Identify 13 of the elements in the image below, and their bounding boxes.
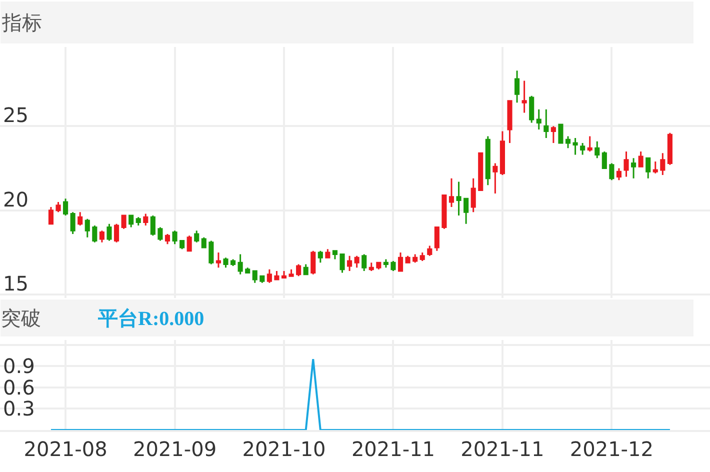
y-tick-label: 0.3 [3, 396, 35, 421]
x-tick-label: 2021-09 [132, 437, 217, 461]
x-tick-label: 2021-12 [570, 437, 654, 461]
x-tick-label: 2021-08 [24, 437, 108, 461]
y-tick-label: 15 [3, 272, 28, 296]
x-tick-label: 2021-10 [242, 437, 326, 461]
y-tick-label: 25 [3, 103, 28, 128]
y-tick-label: 20 [3, 187, 28, 212]
text: 平台R:0.000 [97, 307, 204, 330]
chart-title: 突破 [1, 306, 41, 330]
chart-title: 指标 [1, 10, 42, 34]
x-tick-label: 2021-11 [460, 437, 544, 461]
x-tick-label: 2021-11 [351, 437, 436, 461]
